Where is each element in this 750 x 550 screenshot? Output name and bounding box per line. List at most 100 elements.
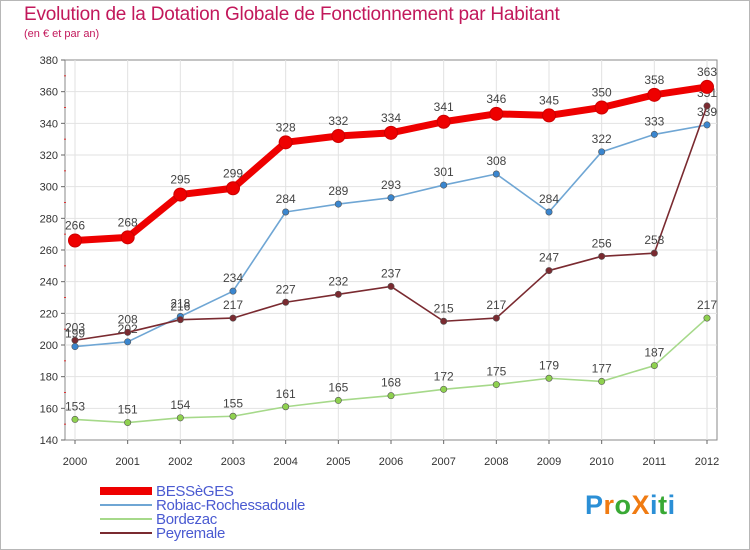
tick-label-y-160: 160: [40, 403, 58, 415]
data-label-0-0: 266: [65, 219, 85, 233]
data-label-1-12: 339: [697, 105, 717, 119]
data-point-3-0: [71, 336, 79, 344]
data-point-2-4: [282, 403, 290, 411]
data-point-1-3: [229, 287, 237, 295]
data-label-0-11: 358: [644, 73, 664, 87]
data-label-1-0: 199: [65, 327, 85, 341]
data-point-0-10: [594, 100, 609, 115]
data-label-2-12: 217: [697, 298, 717, 312]
legend-label-bordezac: Bordezac: [156, 511, 217, 528]
data-label-2-4: 161: [276, 387, 296, 401]
data-label-2-3: 155: [223, 396, 243, 410]
tick-label-x-2012: 2012: [695, 456, 719, 468]
data-label-2-0: 153: [65, 399, 85, 413]
data-label-3-3: 217: [223, 298, 243, 312]
data-point-0-8: [489, 106, 504, 121]
logo-letter: t: [658, 490, 668, 520]
data-point-2-2: [176, 414, 184, 422]
data-point-2-7: [440, 385, 448, 393]
data-label-3-1: 208: [118, 312, 138, 326]
tick-label-y-380: 380: [40, 55, 58, 67]
data-label-0-5: 332: [328, 114, 348, 128]
data-label-1-11: 333: [644, 114, 664, 128]
data-label-1-8: 308: [486, 154, 506, 168]
legend-swatch-robiac: [100, 504, 152, 506]
legend-label-peyremale: Peyremale: [156, 525, 225, 542]
data-label-0-7: 341: [434, 100, 454, 114]
data-point-0-5: [331, 129, 346, 143]
data-point-1-12: [703, 121, 711, 129]
logo-letter: X: [631, 490, 651, 520]
tick-label-y-140: 140: [40, 435, 58, 447]
data-label-2-2: 154: [170, 398, 190, 412]
tick-label-y-260: 260: [40, 245, 58, 257]
tick-label-y-340: 340: [40, 118, 58, 130]
data-point-3-6: [387, 282, 395, 290]
data-label-0-9: 345: [539, 93, 559, 107]
data-label-2-5: 165: [328, 380, 348, 394]
data-point-1-7: [440, 181, 448, 189]
tick-label-y-240: 240: [40, 277, 58, 289]
data-label-1-6: 293: [381, 178, 401, 192]
data-label-1-10: 322: [592, 132, 612, 146]
data-point-0-7: [436, 114, 451, 129]
data-label-1-7: 301: [434, 165, 454, 179]
logo-letter: P: [585, 490, 604, 520]
data-point-3-4: [282, 298, 290, 306]
legend-swatch-besseges: [100, 487, 152, 495]
tick-label-x-2009: 2009: [537, 456, 561, 468]
tick-label-y-180: 180: [40, 372, 58, 384]
data-label-2-8: 175: [486, 365, 506, 379]
tick-label-x-2010: 2010: [589, 456, 613, 468]
data-label-1-2: 218: [170, 297, 190, 311]
data-label-2-1: 151: [118, 403, 138, 417]
proxiti-logo: ProXiti: [585, 490, 676, 521]
tick-label-x-2001: 2001: [115, 456, 139, 468]
data-label-1-4: 284: [276, 192, 296, 206]
data-point-1-5: [334, 200, 342, 208]
data-point-3-12: [703, 102, 711, 110]
tick-label-x-2003: 2003: [221, 456, 245, 468]
data-point-0-0: [68, 233, 82, 248]
data-label-0-12: 363: [697, 65, 717, 79]
data-label-2-11: 187: [644, 346, 664, 360]
data-point-0-1: [120, 230, 135, 245]
legend-label-besseges: BESSèGES: [156, 483, 234, 500]
data-point-3-9: [545, 267, 553, 275]
tick-label-x-2007: 2007: [431, 456, 455, 468]
logo-letter: o: [614, 490, 632, 520]
data-point-2-10: [598, 377, 606, 385]
data-label-2-10: 177: [592, 361, 612, 375]
data-point-1-6: [387, 194, 395, 202]
data-label-0-6: 334: [381, 111, 401, 125]
data-label-1-9: 284: [539, 192, 559, 206]
data-label-3-0: 203: [65, 320, 85, 334]
data-point-1-9: [545, 208, 553, 216]
data-point-1-0: [71, 343, 79, 351]
data-label-3-5: 232: [328, 274, 348, 288]
data-label-3-11: 258: [644, 233, 664, 247]
data-point-0-2: [173, 187, 188, 202]
legend-swatch-peyremale: [100, 532, 152, 534]
tick-label-y-220: 220: [40, 308, 58, 320]
data-label-2-7: 172: [434, 369, 454, 383]
legend-swatch-bordezac: [100, 518, 152, 520]
data-point-3-5: [334, 290, 342, 298]
data-point-3-7: [440, 317, 448, 325]
data-point-2-6: [387, 392, 395, 400]
data-label-1-3: 234: [223, 271, 243, 285]
data-point-2-0: [71, 415, 79, 423]
tick-label-x-2005: 2005: [326, 456, 350, 468]
tick-label-y-360: 360: [40, 87, 58, 99]
data-point-0-9: [542, 108, 556, 123]
data-point-0-4: [278, 135, 293, 150]
logo-letter: i: [667, 490, 676, 520]
data-label-3-4: 227: [276, 282, 296, 296]
data-point-0-11: [647, 87, 662, 102]
data-label-2-9: 179: [539, 358, 559, 372]
tick-label-x-2004: 2004: [273, 456, 297, 468]
data-point-3-2: [176, 316, 184, 324]
data-label-2-6: 168: [381, 376, 401, 390]
data-point-0-3: [226, 181, 240, 196]
data-point-3-10: [598, 252, 606, 260]
